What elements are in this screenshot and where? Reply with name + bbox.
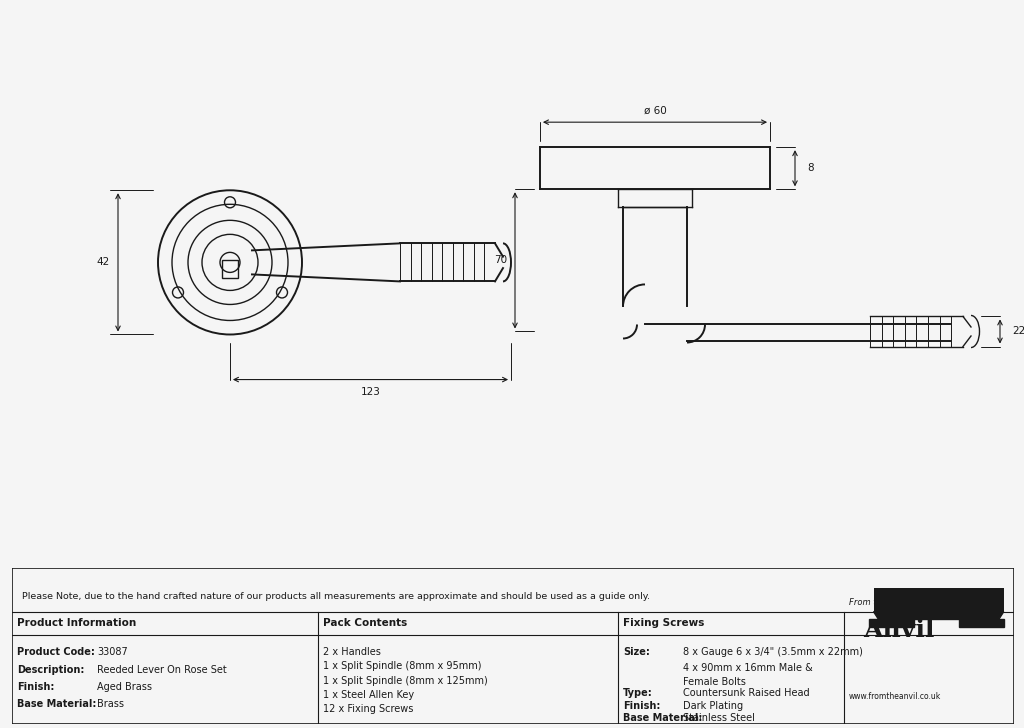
Text: Base Material:: Base Material:	[17, 699, 96, 709]
Text: Size:: Size:	[624, 647, 650, 657]
Text: Product Code:: Product Code:	[17, 647, 95, 657]
Text: Countersunk Raised Head: Countersunk Raised Head	[683, 688, 810, 698]
Text: 12 x Fixing Screws: 12 x Fixing Screws	[323, 704, 413, 713]
Text: Base Material:: Base Material:	[624, 713, 702, 723]
Polygon shape	[868, 620, 913, 628]
Text: Stainless Steel: Stainless Steel	[683, 713, 755, 723]
Text: 2 x Handles: 2 x Handles	[323, 647, 381, 657]
Polygon shape	[958, 620, 1004, 628]
Text: Product Information: Product Information	[17, 618, 136, 628]
Text: 8 x Gauge 6 x 3/4" (3.5mm x 22mm): 8 x Gauge 6 x 3/4" (3.5mm x 22mm)	[683, 647, 863, 657]
Text: 123: 123	[360, 387, 381, 397]
Text: 4 x 90mm x 16mm Male &: 4 x 90mm x 16mm Male &	[683, 663, 813, 673]
Text: Finish:: Finish:	[17, 682, 54, 692]
Text: 1 x Split Spindle (8mm x 125mm): 1 x Split Spindle (8mm x 125mm)	[323, 676, 487, 686]
Text: Description:: Description:	[17, 665, 85, 675]
Text: Please Note, due to the hand crafted nature of our products all measurements are: Please Note, due to the hand crafted nat…	[23, 592, 650, 601]
Text: Brass: Brass	[97, 699, 124, 709]
Polygon shape	[873, 612, 1004, 620]
Text: 22: 22	[1012, 326, 1024, 336]
Text: ø 60: ø 60	[644, 105, 667, 115]
Text: Finish:: Finish:	[624, 700, 660, 711]
Text: 1 x Split Spindle (8mm x 95mm): 1 x Split Spindle (8mm x 95mm)	[323, 662, 481, 671]
Text: 33087: 33087	[97, 647, 128, 657]
Text: Female Bolts: Female Bolts	[683, 677, 746, 687]
Text: www.fromtheanvil.co.uk: www.fromtheanvil.co.uk	[849, 692, 941, 700]
Text: 8: 8	[807, 163, 814, 173]
Text: Type:: Type:	[624, 688, 653, 698]
Text: Anvil: Anvil	[863, 619, 935, 642]
Text: 1 x Steel Allen Key: 1 x Steel Allen Key	[323, 689, 414, 700]
Text: 42: 42	[96, 258, 110, 267]
Text: Fixing Screws: Fixing Screws	[624, 618, 705, 628]
Text: Aged Brass: Aged Brass	[97, 682, 153, 692]
Text: From the: From the	[849, 598, 887, 606]
Text: Pack Contents: Pack Contents	[323, 618, 407, 628]
Text: Dark Plating: Dark Plating	[683, 700, 743, 711]
Text: 70: 70	[495, 256, 508, 266]
Text: Reeded Lever On Rose Set: Reeded Lever On Rose Set	[97, 665, 227, 675]
FancyBboxPatch shape	[873, 588, 1004, 613]
